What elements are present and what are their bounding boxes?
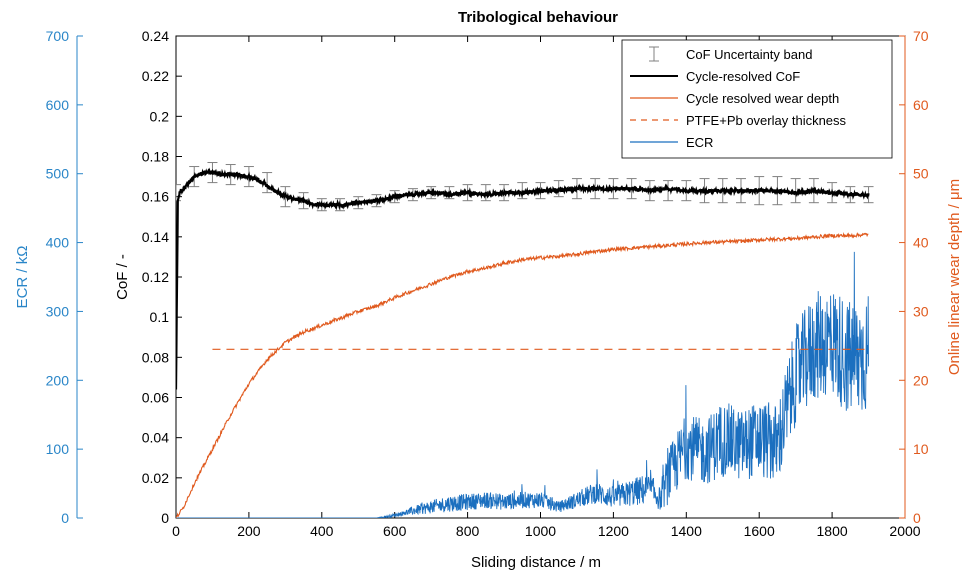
cof-tick-label: 0.02 bbox=[142, 470, 169, 486]
wear-axis-label: Online linear wear depth / μm bbox=[946, 179, 963, 375]
ecr-tick-label: 300 bbox=[46, 303, 70, 319]
x-tick-label: 1400 bbox=[671, 523, 702, 539]
cof-tick-label: 0.2 bbox=[150, 108, 170, 124]
x-tick-label: 800 bbox=[456, 523, 480, 539]
x-tick-label: 2000 bbox=[889, 523, 920, 539]
cof-tick-label: 0.12 bbox=[142, 269, 169, 285]
ecr-tick-label: 700 bbox=[46, 28, 70, 44]
ecr-tick-label: 400 bbox=[46, 235, 70, 251]
cof-tick-label: 0 bbox=[161, 510, 169, 526]
chart-title: Tribological behaviour bbox=[458, 9, 618, 26]
wear-tick-label: 10 bbox=[913, 441, 929, 457]
legend-label: CoF Uncertainty band bbox=[686, 47, 812, 62]
wear-depth-line bbox=[176, 232, 869, 518]
ecr-line bbox=[176, 251, 869, 518]
x-tick-label: 0 bbox=[172, 523, 180, 539]
ecr-axis: 0 100 200 300 400 500 600 700 ECR / kΩ bbox=[14, 28, 83, 526]
wear-tick-label: 70 bbox=[913, 28, 929, 44]
cof-tick-label: 0.22 bbox=[142, 68, 169, 84]
legend: CoF Uncertainty band Cycle-resolved CoF Cy… bbox=[621, 39, 893, 159]
x-tick-label: 600 bbox=[383, 523, 407, 539]
legend-box bbox=[621, 39, 893, 159]
cof-tick-label: 0.16 bbox=[142, 189, 169, 205]
wear-tick-label: 60 bbox=[913, 97, 929, 113]
ecr-axis-label: ECR / kΩ bbox=[14, 246, 31, 309]
ecr-tick-label: 600 bbox=[46, 97, 70, 113]
wear-tick-label: 20 bbox=[913, 372, 929, 388]
cof-tick-label: 0.14 bbox=[142, 229, 169, 245]
legend-label: ECR bbox=[686, 135, 713, 150]
data-layer bbox=[176, 162, 874, 518]
cof-axis-label: CoF / - bbox=[114, 254, 131, 300]
ecr-tick-label: 0 bbox=[61, 510, 69, 526]
legend-label: Cycle resolved wear depth bbox=[686, 91, 839, 106]
ecr-tick-label: 500 bbox=[46, 166, 70, 182]
legend-label: Cycle-resolved CoF bbox=[686, 69, 800, 84]
cof-tick-label: 0.18 bbox=[142, 149, 169, 165]
cof-tick-label: 0.08 bbox=[142, 349, 169, 365]
x-tick-label: 1200 bbox=[598, 523, 629, 539]
x-tick-label: 1000 bbox=[525, 523, 556, 539]
x-tick-label: 200 bbox=[237, 523, 261, 539]
cof-tick-label: 0.06 bbox=[142, 390, 169, 406]
cof-tick-label: 0.1 bbox=[150, 309, 170, 325]
cof-tick-label: 0.24 bbox=[142, 28, 169, 44]
x-axis-label: Sliding distance / m bbox=[471, 554, 601, 571]
plot-area: 0 200 400 600 800 1000 1200 1400 1600 1800 200000.… bbox=[114, 28, 963, 539]
cof-tick-label: 0.04 bbox=[142, 430, 169, 446]
ecr-tick-label: 100 bbox=[46, 441, 70, 457]
x-tick-label: 400 bbox=[310, 523, 334, 539]
x-tick-label: 1600 bbox=[744, 523, 775, 539]
wear-tick-label: 40 bbox=[913, 235, 929, 251]
legend-label: PTFE+Pb overlay thickness bbox=[686, 113, 847, 128]
wear-tick-label: 0 bbox=[913, 510, 921, 526]
wear-tick-label: 30 bbox=[913, 303, 929, 319]
x-tick-label: 1800 bbox=[817, 523, 848, 539]
cof-line bbox=[176, 167, 870, 390]
ecr-tick-label: 200 bbox=[46, 372, 70, 388]
wear-tick-label: 50 bbox=[913, 166, 929, 182]
